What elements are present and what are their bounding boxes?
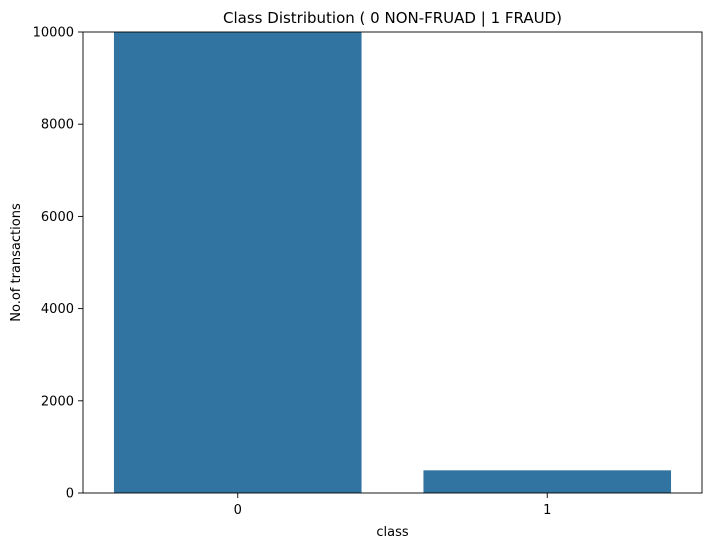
bar-class-1 bbox=[423, 470, 672, 493]
y-axis-ticks: 0 2000 4000 6000 8000 10000 bbox=[33, 26, 83, 502]
y-tick-label: 0 bbox=[66, 487, 74, 502]
plot-frame bbox=[82, 31, 703, 494]
y-tick-label: 2000 bbox=[41, 394, 74, 409]
x-tick-label: 1 bbox=[543, 503, 551, 518]
x-axis-label: class bbox=[376, 525, 408, 540]
y-tick-label: 8000 bbox=[41, 118, 74, 133]
x-tick-label: 0 bbox=[234, 503, 242, 518]
chart-title: Class Distribution ( 0 NON-FRUAD | 1 FRA… bbox=[223, 9, 562, 27]
y-tick-label: 10000 bbox=[33, 26, 74, 41]
bars-group bbox=[113, 32, 672, 493]
y-tick-label: 4000 bbox=[41, 302, 74, 317]
bar-class-0 bbox=[113, 32, 362, 493]
y-tick-label: 6000 bbox=[41, 210, 74, 225]
y-axis-label: No.of transactions bbox=[9, 203, 24, 322]
